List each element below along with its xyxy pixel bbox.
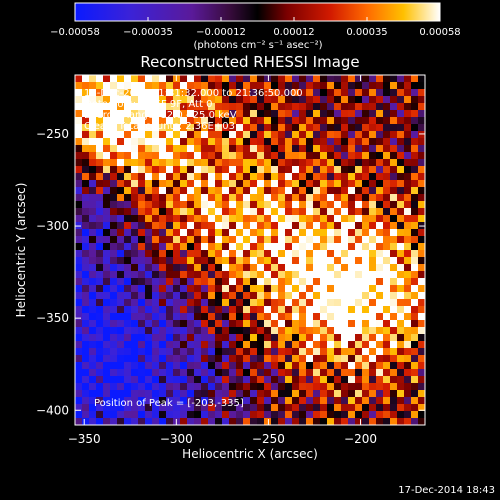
x-axis-label: Heliocentric X (arcsec) — [182, 447, 318, 461]
info-annotations: 16-Dec-2014 21:31:32.000 to 21:36:50.000… — [84, 88, 303, 132]
annotation-counts: Clean. Total counts: 2.36E+03 — [84, 121, 235, 132]
colorbar-tick-label: −0.00035 — [123, 27, 173, 38]
peak-position-label: Position of Peak = [-203,-335] — [94, 398, 244, 409]
colorbar-tick-label: −0.00012 — [196, 27, 246, 38]
annotation-detectors: Detectors: 3F 6F 9F, Att 0 — [84, 99, 212, 110]
x-tick-label: −200 — [344, 432, 377, 446]
y-tick-label: −350 — [36, 311, 69, 325]
footer-timestamp: 17-Dec-2014 18:43 — [398, 485, 495, 496]
x-tick-label: −250 — [252, 432, 285, 446]
colorbar-tick-label: 0.00058 — [419, 27, 460, 38]
x-tick-label: −350 — [68, 432, 101, 446]
y-axis-label: Heliocentric Y (arcsec) — [14, 183, 28, 318]
x-tick-label: −300 — [160, 432, 193, 446]
y-tick-label: −300 — [36, 219, 69, 233]
y-tick-label: −400 — [36, 403, 69, 417]
colorbar-tick-label: 0.00012 — [273, 27, 314, 38]
colorbar-tick-label: −0.00058 — [50, 27, 100, 38]
colorbar — [74, 2, 441, 22]
x-axis-ticks: −350 −300 −250 −200 — [68, 75, 377, 446]
colorbar-tick-label: 0.00035 — [346, 27, 387, 38]
chart-title: Reconstructed RHESSI Image — [140, 53, 359, 71]
y-tick-label: −250 — [36, 127, 69, 141]
colorbar-unit-label: (photons cm⁻² s⁻¹ asec⁻²) — [193, 40, 322, 51]
colorbar-ticks: −0.00058 −0.00035 −0.00012 0.00012 0.00035 0.… — [50, 17, 461, 38]
y-axis-ticks: −250 −300 −350 −400 — [36, 127, 425, 417]
annotation-energy: Energy Range: 12.0 - 25.0 keV — [84, 110, 237, 121]
plot-frame — [74, 74, 426, 426]
annotation-time: 16-Dec-2014 21:31:32.000 to 21:36:50.000 — [84, 88, 303, 99]
heatmap-image — [75, 75, 425, 425]
